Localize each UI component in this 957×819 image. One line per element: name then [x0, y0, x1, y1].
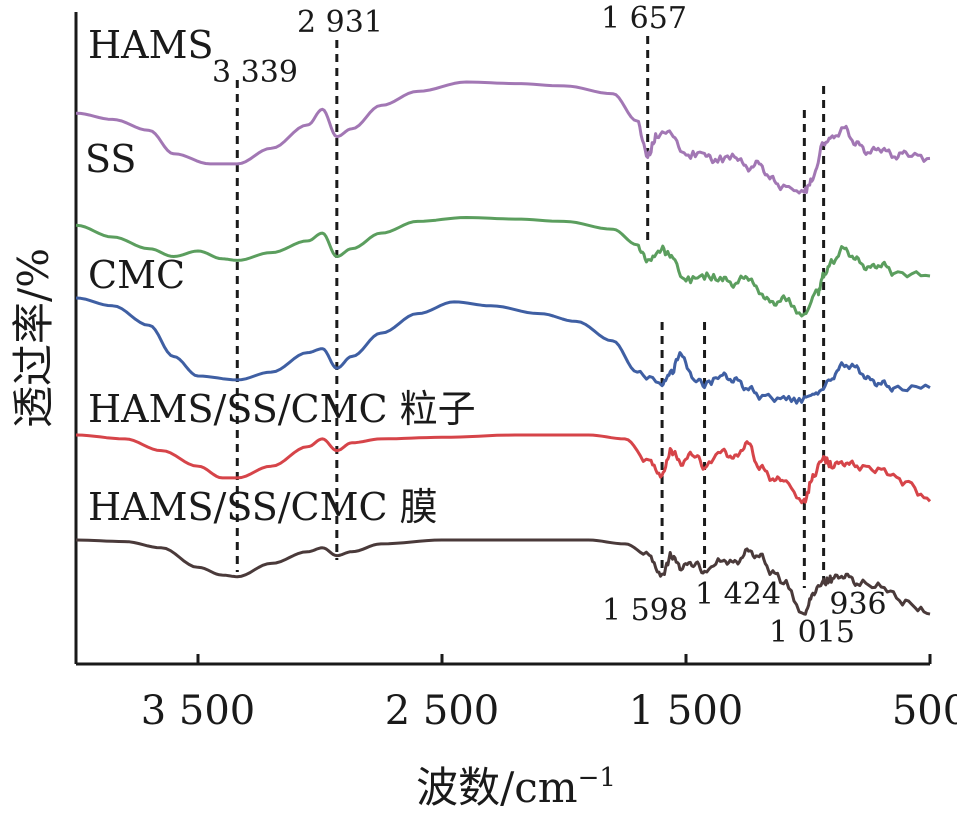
peak-label: 1 598	[602, 593, 688, 628]
axes	[74, 12, 930, 666]
series-line	[75, 80, 931, 195]
peak-label: 1 657	[601, 1, 687, 36]
series-label: HAMS	[88, 23, 214, 67]
x-tick-label: 500	[892, 688, 957, 734]
series-label: HAMS/SS/CMC 膜	[88, 485, 438, 529]
series-line	[75, 216, 931, 318]
peak-label: 1 015	[769, 615, 855, 650]
x-axis-title-superscript: −1	[578, 763, 616, 793]
series-lines	[75, 80, 932, 616]
series-line	[75, 538, 931, 616]
series-label: CMC	[88, 253, 185, 297]
x-tick-label: 1 500	[629, 688, 744, 734]
x-tick-label: 3 500	[141, 688, 256, 734]
annotation-lines	[235, 36, 826, 588]
y-axis-title: 透过率/%	[9, 248, 58, 428]
x-axis-title-main: 波数/cm	[416, 763, 578, 812]
x-axis-title: 波数/cm−1	[416, 763, 616, 812]
peak-label: 2 931	[297, 5, 383, 40]
x-ticks: 3 500 2 500 1 500 500	[141, 654, 957, 734]
peak-label: 1 424	[695, 577, 781, 612]
series-label: HAMS/SS/CMC 粒子	[88, 387, 476, 431]
peak-label: 3 339	[212, 55, 298, 90]
x-tick-label: 2 500	[385, 688, 500, 734]
series-line	[75, 433, 932, 505]
series-label: SS	[85, 137, 136, 181]
series-labels: HAMS SS CMC HAMS/SS/CMC 粒子 HAMS/SS/CMC 膜	[85, 23, 476, 529]
peak-label: 936	[829, 587, 886, 622]
series-line	[75, 296, 931, 405]
